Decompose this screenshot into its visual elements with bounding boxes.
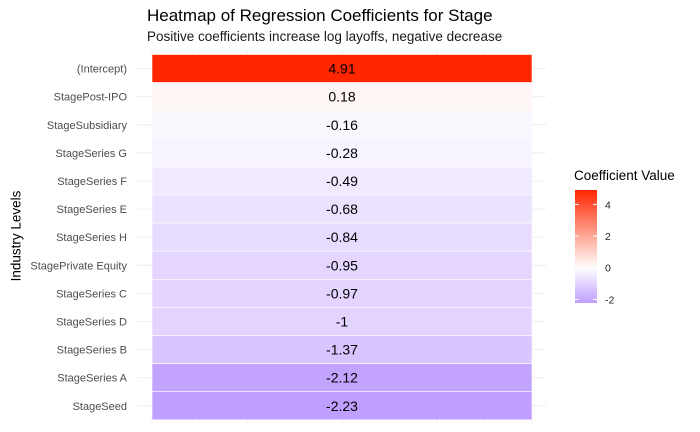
heatmap-tile (151, 166, 533, 196)
heatmap-tile (151, 110, 533, 140)
y-tick-label: StagePost-IPO (54, 92, 128, 104)
legend-tick-label: -2 (605, 294, 614, 306)
y-tick-label: StageSeries B (57, 345, 127, 357)
legend-title: Coefficient Value (574, 168, 675, 183)
legend-tick-label: 4 (605, 199, 611, 211)
value-label: -2.23 (326, 398, 358, 414)
heatmap-tile (151, 138, 533, 168)
value-label: -0.49 (326, 173, 358, 189)
value-label: -0.16 (326, 117, 358, 133)
legend-tick-label: 2 (605, 231, 611, 243)
heatmap-tile (151, 363, 533, 393)
heatmap-tile (151, 222, 533, 252)
heatmap-tile (151, 194, 533, 224)
heatmap-tile (151, 250, 533, 280)
value-label: -0.95 (326, 257, 358, 273)
y-tick-label: StageSeries A (57, 373, 127, 385)
value-label: -2.12 (326, 370, 358, 386)
chart-subtitle: Positive coefficients increase log layof… (147, 29, 503, 44)
y-tick-label: StageSeries D (56, 316, 127, 328)
heatmap-tile (151, 54, 533, 83)
value-label: -1.37 (326, 342, 358, 358)
value-label: 0.18 (328, 89, 355, 105)
value-label: -0.28 (326, 145, 358, 161)
y-tick-label: StagePrivate Equity (30, 260, 127, 272)
y-tick-label: StageSubsidiary (47, 120, 128, 132)
value-label: 4.91 (328, 61, 355, 77)
chart-title: Heatmap of Regression Coefficients for S… (147, 6, 493, 25)
y-tick-label: StageSeries H (56, 232, 127, 244)
value-label: -0.97 (326, 285, 358, 301)
y-tick-label: StageSeries E (57, 204, 127, 216)
heatmap-tile (151, 82, 533, 111)
value-label: -0.84 (326, 229, 358, 245)
y-tick-label: StageSeries F (57, 176, 127, 188)
y-tick-label: StageSeed (73, 401, 127, 413)
heatmap-tile (151, 278, 533, 308)
value-label: -1 (336, 313, 349, 329)
legend-colorbar (575, 190, 597, 303)
y-tick-label: StageSeries G (55, 148, 127, 160)
heatmap-tile (151, 391, 533, 421)
y-tick-label: (Intercept) (77, 64, 127, 76)
value-label: -0.68 (326, 201, 358, 217)
legend-tick-label: 0 (605, 263, 611, 275)
y-tick-label: StageSeries C (56, 288, 127, 300)
